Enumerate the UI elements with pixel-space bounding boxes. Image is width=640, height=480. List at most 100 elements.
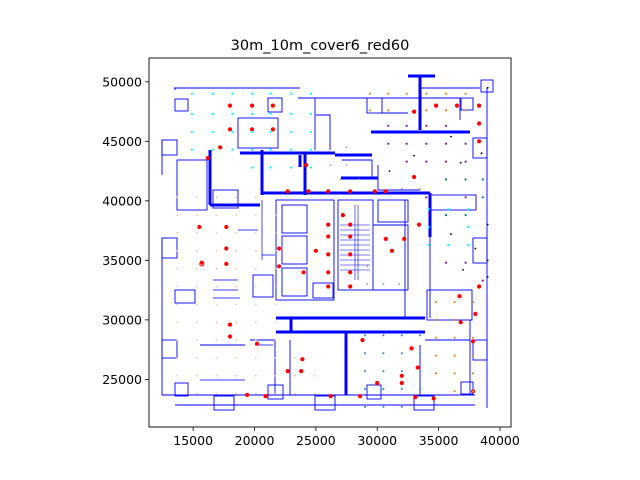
data-point bbox=[274, 321, 277, 324]
data-point bbox=[464, 196, 467, 199]
data-point bbox=[215, 303, 218, 306]
x-tick-label: 35000 bbox=[419, 433, 459, 448]
data-point bbox=[254, 357, 257, 359]
data-point bbox=[196, 285, 198, 288]
data-point bbox=[398, 283, 401, 286]
core-inner-2 bbox=[281, 235, 308, 265]
data-point bbox=[425, 124, 428, 127]
data-point bbox=[235, 214, 238, 217]
data-point bbox=[444, 214, 448, 217]
plot-frame bbox=[148, 57, 512, 428]
data-point bbox=[326, 189, 331, 194]
data-point bbox=[211, 148, 214, 151]
room-bottom-1 bbox=[213, 395, 235, 411]
room-top-2 bbox=[237, 117, 279, 149]
data-point bbox=[211, 130, 214, 133]
data-point bbox=[227, 334, 233, 339]
data-point bbox=[196, 303, 198, 306]
data-point bbox=[306, 189, 311, 194]
data-point bbox=[235, 303, 238, 306]
data-point bbox=[235, 321, 238, 324]
data-point bbox=[218, 145, 223, 150]
data-point bbox=[412, 174, 417, 180]
data-point bbox=[434, 103, 439, 108]
core-wall-mid bbox=[208, 150, 430, 207]
room-left-3 bbox=[161, 237, 178, 259]
data-point bbox=[464, 142, 467, 145]
data-point bbox=[274, 285, 277, 288]
data-point bbox=[300, 357, 305, 362]
data-point bbox=[435, 372, 438, 375]
right-wall-lines bbox=[425, 195, 471, 395]
data-point bbox=[400, 405, 403, 408]
data-point bbox=[427, 243, 430, 246]
data-point bbox=[486, 86, 489, 89]
data-point bbox=[453, 372, 456, 375]
data-point bbox=[254, 339, 257, 341]
data-point bbox=[285, 189, 290, 194]
data-point bbox=[235, 232, 238, 234]
data-point bbox=[486, 223, 489, 226]
room-top-3 bbox=[366, 97, 383, 114]
data-point bbox=[486, 259, 489, 262]
data-point bbox=[309, 166, 313, 169]
data-point bbox=[251, 166, 254, 169]
room-right-2 bbox=[472, 237, 488, 264]
data-point bbox=[196, 339, 198, 341]
data-point bbox=[358, 394, 363, 399]
room-left-4 bbox=[174, 289, 196, 304]
data-point bbox=[235, 392, 238, 395]
data-point bbox=[301, 270, 306, 275]
data-point bbox=[363, 387, 367, 390]
data-point bbox=[290, 112, 293, 115]
data-point bbox=[309, 112, 313, 115]
room-left-2 bbox=[161, 139, 178, 156]
data-point bbox=[389, 248, 395, 253]
y-tick-label: 35000 bbox=[102, 253, 142, 268]
data-point bbox=[444, 92, 448, 95]
data-point bbox=[345, 164, 348, 167]
data-point bbox=[304, 163, 309, 168]
x-tick-label: 30000 bbox=[357, 433, 397, 448]
data-point bbox=[235, 267, 238, 270]
data-point bbox=[486, 276, 489, 278]
data-point bbox=[251, 92, 254, 95]
data-point bbox=[431, 396, 436, 401]
data-point bbox=[382, 334, 385, 337]
y-tick-label: 25000 bbox=[102, 372, 142, 387]
data-point bbox=[382, 283, 385, 286]
data-point bbox=[235, 374, 238, 377]
data-point bbox=[263, 394, 268, 399]
data-point bbox=[425, 196, 428, 199]
data-point bbox=[366, 265, 369, 268]
data-point bbox=[197, 224, 202, 230]
data-point bbox=[481, 279, 484, 282]
y-tick-label: 45000 bbox=[102, 134, 142, 149]
data-point bbox=[348, 252, 353, 257]
data-point bbox=[383, 189, 388, 194]
data-point bbox=[196, 321, 198, 324]
data-point bbox=[251, 112, 254, 115]
data-point bbox=[383, 236, 388, 241]
data-point bbox=[290, 148, 293, 151]
data-point bbox=[471, 300, 475, 304]
data-point bbox=[231, 112, 234, 115]
data-point bbox=[467, 225, 470, 229]
data-point bbox=[176, 267, 179, 270]
data-point bbox=[400, 334, 403, 337]
x-tick-label: 20000 bbox=[235, 433, 275, 448]
data-point bbox=[326, 222, 331, 227]
data-point bbox=[360, 338, 365, 343]
data-point bbox=[399, 373, 404, 378]
data-point bbox=[190, 130, 193, 133]
stair-block bbox=[337, 199, 374, 291]
data-point bbox=[176, 214, 179, 217]
data-point bbox=[348, 270, 353, 275]
data-point bbox=[382, 370, 385, 373]
data-point bbox=[425, 92, 428, 95]
data-point bbox=[274, 267, 277, 270]
data-point bbox=[459, 161, 462, 164]
x-axis: 15000 20000 25000 30000 35000 40000 bbox=[173, 427, 520, 448]
